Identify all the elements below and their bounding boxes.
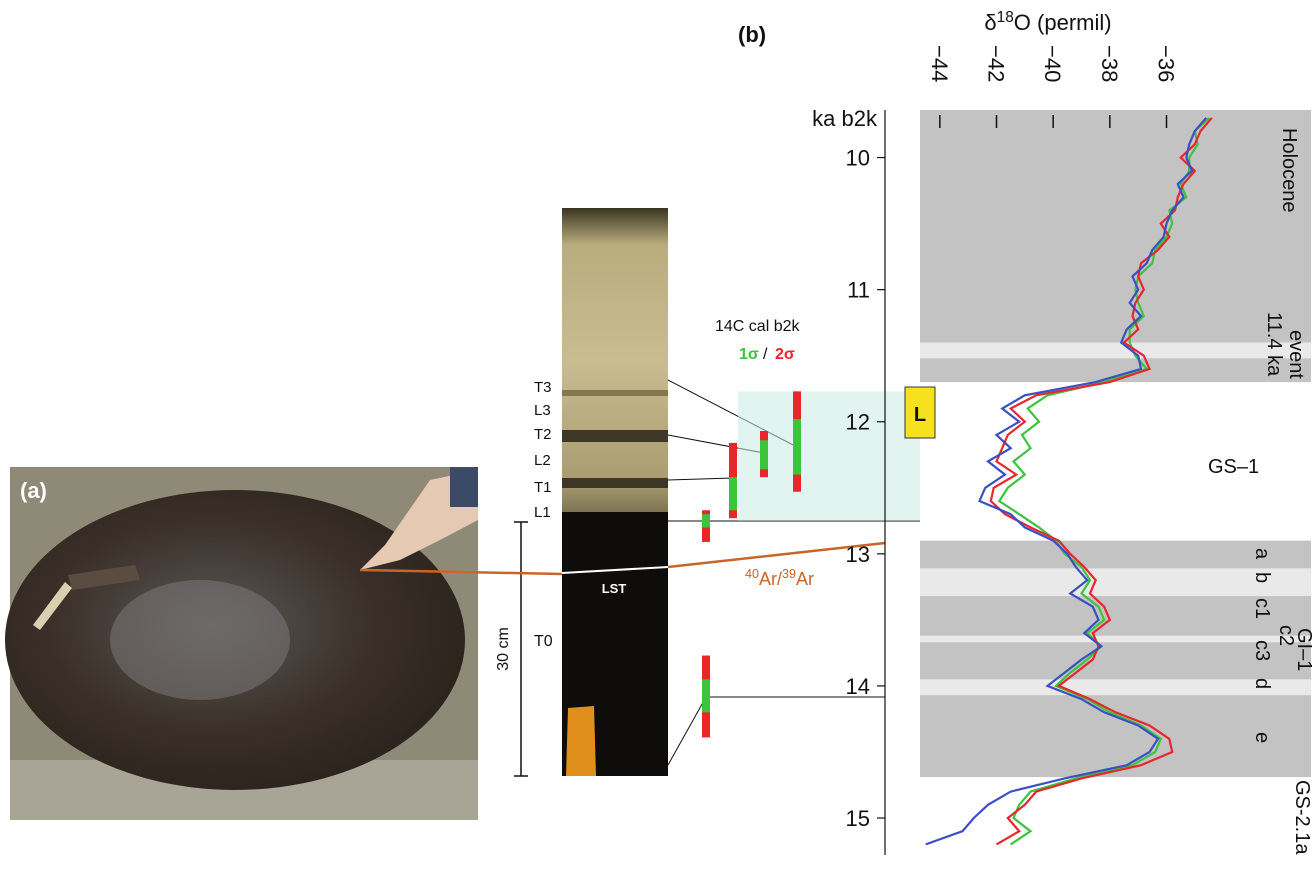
figure: (a) T3 L3 T2 L2 T1 L1 LST T0 30 cm 14C cal b2… bbox=[0, 0, 1314, 887]
x-tick-label: −42 bbox=[984, 45, 1009, 82]
x-axis-title: δ18O (permil) bbox=[984, 9, 1111, 36]
layer-label: T1 bbox=[534, 479, 552, 496]
light-interval bbox=[920, 342, 1311, 358]
period-label: c1 bbox=[1251, 598, 1273, 619]
period-label: d bbox=[1251, 678, 1273, 689]
y-tick-label: 12 bbox=[846, 410, 870, 435]
x-tick-label: −38 bbox=[1097, 45, 1122, 82]
y-tick-label: 10 bbox=[846, 146, 870, 171]
c14-title: 14C cal b2k bbox=[715, 318, 800, 335]
panel-label: (a) bbox=[20, 478, 47, 503]
photo bbox=[5, 467, 478, 820]
period-label: c3 bbox=[1251, 640, 1273, 661]
lst-label: LST bbox=[602, 581, 627, 596]
y-tick-label: 13 bbox=[846, 542, 870, 567]
two-sigma: 2σ bbox=[775, 346, 795, 363]
x-tick-label: −44 bbox=[927, 45, 952, 82]
y-tick-label: 11 bbox=[847, 278, 870, 303]
one-sigma-range bbox=[702, 514, 710, 527]
period-label: b bbox=[1251, 572, 1273, 583]
layer-label: T3 bbox=[534, 379, 552, 396]
layer-label: T2 bbox=[534, 426, 552, 443]
t0-label: T0 bbox=[534, 633, 553, 650]
one-sigma-range bbox=[793, 419, 801, 474]
scale-label: 30 cm bbox=[495, 627, 512, 671]
ar-label: 40Ar/39Ar bbox=[745, 567, 814, 589]
panel-label: (b) bbox=[738, 22, 766, 47]
layer-label: L3 bbox=[534, 402, 551, 419]
sediment-column bbox=[562, 208, 668, 776]
one-sigma-range bbox=[702, 679, 710, 712]
one-sigma-range bbox=[760, 440, 768, 469]
marker-label: L bbox=[914, 404, 926, 426]
period-label: event bbox=[1285, 330, 1307, 379]
shaded-interval bbox=[920, 110, 1311, 382]
period-label: Holocene bbox=[1278, 128, 1300, 213]
x-tick-label: −36 bbox=[1154, 45, 1179, 82]
period-label: GS–1 bbox=[1208, 456, 1259, 478]
scale-bar bbox=[514, 522, 528, 776]
one-sigma-range bbox=[729, 477, 737, 510]
one-sigma: 1σ bbox=[739, 346, 759, 363]
period-label: 11.4 ka bbox=[1263, 312, 1285, 377]
y-tick-label: 15 bbox=[846, 806, 870, 831]
period-label: GS-2.1a bbox=[1291, 780, 1313, 855]
y-axis-title: ka b2k bbox=[812, 106, 878, 131]
layer-label: L2 bbox=[534, 452, 551, 469]
slash: / bbox=[763, 346, 768, 363]
period-label: a bbox=[1251, 548, 1273, 560]
period-label: GI–1 bbox=[1293, 628, 1314, 671]
y-tick-label: 14 bbox=[846, 674, 870, 699]
period-label: e bbox=[1251, 732, 1273, 743]
layer-label: L1 bbox=[534, 504, 551, 521]
x-tick-label: −40 bbox=[1040, 45, 1065, 82]
